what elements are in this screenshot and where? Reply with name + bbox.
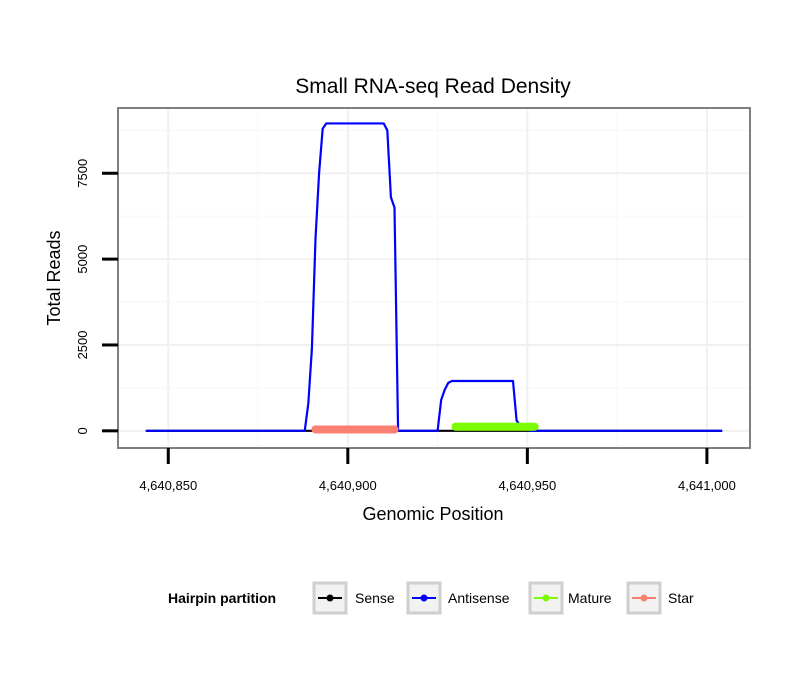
legend-key-point	[542, 594, 550, 602]
y-tick-label: 7500	[75, 159, 90, 188]
legend-label-sense: Sense	[355, 590, 395, 606]
legend: Hairpin partition Sense Antisense Mature St…	[168, 581, 694, 615]
y-tick-label: 5000	[75, 245, 90, 274]
legend-label-star: Star	[668, 590, 694, 606]
legend-title: Hairpin partition	[168, 590, 276, 606]
x-tick-label: 4,640,900	[319, 478, 377, 493]
legend-key-point	[420, 594, 428, 602]
legend-label-mature: Mature	[568, 590, 612, 606]
legend-key-point	[326, 594, 334, 602]
x-tick-label: 4,640,850	[139, 478, 197, 493]
series-layer	[145, 122, 723, 434]
series-point-star	[390, 425, 399, 434]
legend-key-point	[640, 594, 648, 602]
plot-border	[117, 107, 751, 449]
x-axis-title: Genomic Position	[362, 504, 503, 524]
y-axis: 0 2500 5000 7500	[75, 159, 118, 434]
series-point-mature	[530, 422, 539, 431]
x-tick-label: 4,640,950	[498, 478, 556, 493]
y-tick-label: 0	[75, 427, 90, 434]
legend-label-antisense: Antisense	[448, 590, 510, 606]
plot-panel	[118, 108, 750, 448]
y-axis-title: Total Reads	[44, 230, 64, 325]
x-axis: 4,640,850 4,640,900 4,640,950 4,641,000	[139, 448, 736, 493]
x-tick-label: 4,641,000	[678, 478, 736, 493]
chart-title: Small RNA-seq Read Density	[295, 75, 571, 98]
series-line-antisense	[145, 122, 723, 432]
y-tick-label: 2500	[75, 331, 90, 360]
